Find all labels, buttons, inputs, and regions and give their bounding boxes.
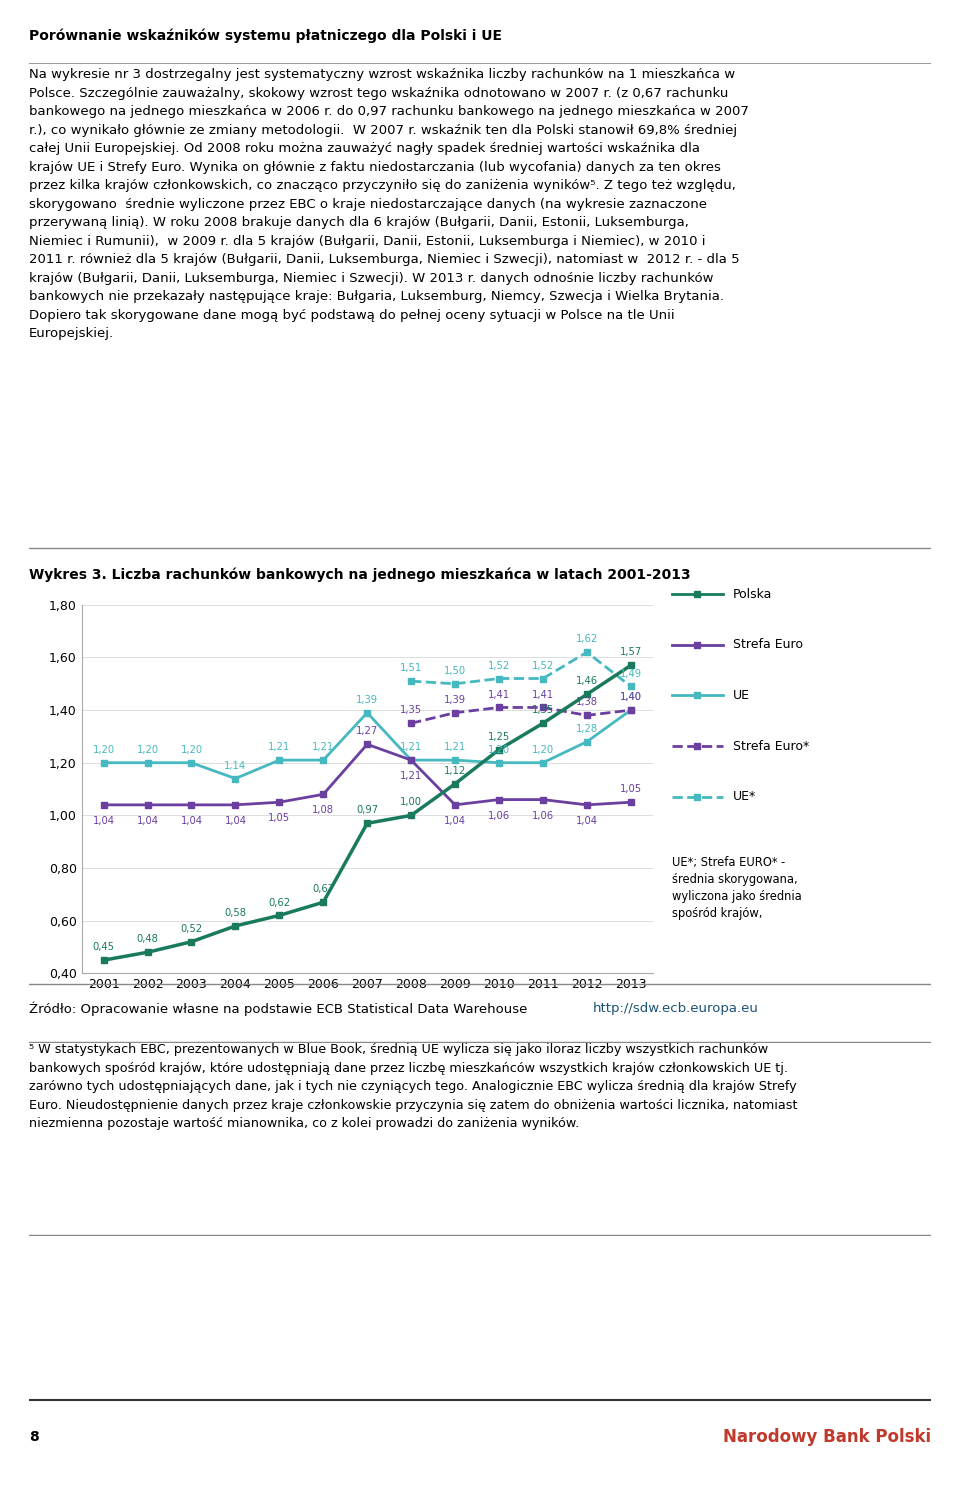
- Text: 1,38: 1,38: [576, 697, 598, 707]
- Text: Na wykresie nr 3 dostrzegalny jest systematyczny wzrost wskaźnika liczby rachunk: Na wykresie nr 3 dostrzegalny jest syste…: [29, 68, 749, 340]
- Text: 1,21: 1,21: [268, 742, 291, 752]
- Text: 1,50: 1,50: [444, 666, 467, 676]
- Text: 0,97: 0,97: [356, 805, 378, 816]
- Text: 1,27: 1,27: [356, 727, 378, 737]
- Text: 1,04: 1,04: [92, 816, 114, 826]
- Text: Źródło: Opracowanie własne na podstawie ECB Statistical Data Warehouse: Źródło: Opracowanie własne na podstawie …: [29, 1002, 532, 1015]
- Text: 1,04: 1,04: [225, 816, 247, 826]
- Text: UE*; Strefa EURO* -
średnia skorygowana,
wyliczona jako średnia
spośród krajów,: UE*; Strefa EURO* - średnia skorygowana,…: [672, 856, 802, 920]
- Text: 1,06: 1,06: [532, 811, 554, 820]
- Text: 1,21: 1,21: [312, 742, 334, 752]
- Text: 0,52: 0,52: [180, 924, 203, 933]
- Text: UE: UE: [733, 690, 750, 701]
- Text: 1,41: 1,41: [488, 690, 510, 700]
- Text: 0,62: 0,62: [268, 898, 290, 908]
- Text: 1,49: 1,49: [620, 669, 642, 679]
- Text: Wykres 3. Liczba rachunków bankowych na jednego mieszkańca w latach 2001-2013: Wykres 3. Liczba rachunków bankowych na …: [29, 568, 690, 583]
- Text: 1,52: 1,52: [488, 661, 510, 670]
- Text: Strefa Euro: Strefa Euro: [733, 639, 804, 651]
- Text: 1,20: 1,20: [92, 744, 114, 755]
- Text: 1,46: 1,46: [576, 676, 598, 687]
- Text: Strefa Euro*: Strefa Euro*: [733, 740, 809, 752]
- Text: 1,41: 1,41: [532, 690, 554, 700]
- Text: 1,20: 1,20: [136, 744, 158, 755]
- Text: http://sdw.ecb.europa.eu: http://sdw.ecb.europa.eu: [593, 1002, 758, 1015]
- Text: 1,21: 1,21: [400, 771, 422, 782]
- Text: 1,05: 1,05: [268, 813, 290, 823]
- Text: 1,20: 1,20: [532, 744, 554, 755]
- Text: 1,08: 1,08: [312, 805, 334, 816]
- Text: 1,28: 1,28: [576, 724, 598, 734]
- Text: 1,51: 1,51: [400, 663, 422, 673]
- Text: 1,14: 1,14: [225, 761, 247, 771]
- Text: 0,67: 0,67: [312, 884, 334, 895]
- Text: 1,39: 1,39: [444, 695, 467, 704]
- Text: 1,35: 1,35: [400, 706, 422, 715]
- Text: 1,39: 1,39: [356, 695, 378, 704]
- Text: ⁵ W statystykach EBC, prezentowanych w Blue Book, średnią UE wylicza się jako il: ⁵ W statystykach EBC, prezentowanych w B…: [29, 1043, 798, 1131]
- Text: 1,20: 1,20: [180, 744, 203, 755]
- Text: 1,04: 1,04: [444, 816, 466, 826]
- Text: 0,48: 0,48: [136, 935, 158, 945]
- Text: 1,40: 1,40: [620, 692, 642, 703]
- Text: 0,58: 0,58: [225, 908, 247, 918]
- Text: Narodowy Bank Polski: Narodowy Bank Polski: [723, 1428, 931, 1446]
- Text: 1,00: 1,00: [400, 798, 422, 807]
- Text: 1,05: 1,05: [620, 785, 642, 795]
- Text: 1,35: 1,35: [532, 706, 554, 715]
- Text: 1,04: 1,04: [576, 816, 598, 826]
- Text: 1,06: 1,06: [488, 811, 510, 820]
- Text: 1,20: 1,20: [488, 744, 510, 755]
- Text: Polska: Polska: [733, 587, 773, 600]
- Text: 1,57: 1,57: [620, 648, 642, 657]
- Text: 1,12: 1,12: [444, 765, 467, 776]
- Text: 8: 8: [29, 1431, 38, 1444]
- Text: 1,52: 1,52: [532, 661, 554, 670]
- Text: 1,25: 1,25: [488, 731, 510, 742]
- Text: 1,21: 1,21: [400, 742, 422, 752]
- Text: 1,21: 1,21: [444, 742, 467, 752]
- Text: 1,40: 1,40: [620, 692, 642, 703]
- Text: 1,04: 1,04: [136, 816, 158, 826]
- Text: UE*: UE*: [733, 791, 756, 804]
- Text: 1,04: 1,04: [180, 816, 203, 826]
- Text: 0,45: 0,45: [92, 942, 114, 953]
- Text: Porównanie wskaźników systemu płatniczego dla Polski i UE: Porównanie wskaźników systemu płatniczeg…: [29, 28, 502, 43]
- Text: 1,62: 1,62: [576, 635, 598, 645]
